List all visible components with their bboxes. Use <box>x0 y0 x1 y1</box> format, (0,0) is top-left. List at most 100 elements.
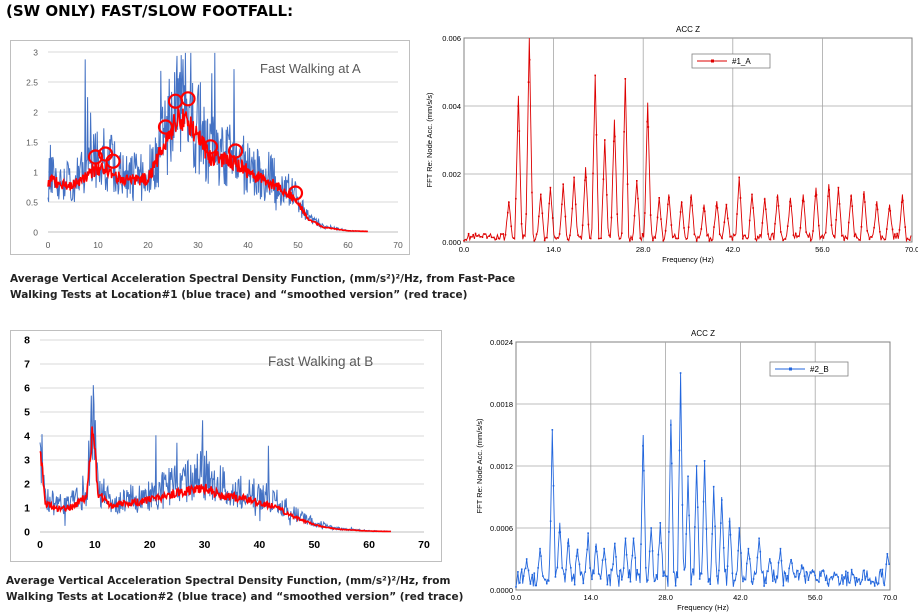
x-tick-label: 10 <box>93 240 103 250</box>
y-tick-label: 3 <box>33 48 38 58</box>
fft-data-point <box>797 235 799 237</box>
fft-data-point <box>777 205 780 207</box>
x-tick-label: 28.0 <box>636 245 651 254</box>
fft-data-point <box>694 526 696 528</box>
fft-data-point <box>561 567 563 569</box>
fft-data-point <box>683 227 685 229</box>
fft-data-point <box>612 140 615 143</box>
fft-data-point <box>718 233 721 236</box>
x-tick-label: 0 <box>37 539 43 551</box>
fft-data-point <box>799 227 802 229</box>
fft-data-point <box>622 567 625 569</box>
fft-data-point <box>714 525 716 528</box>
fft-data-point <box>790 205 792 207</box>
fft-data-point <box>567 542 569 544</box>
fft-data-point <box>649 214 652 216</box>
fft-data-point <box>668 196 670 199</box>
y-tick-label: 0.006 <box>442 34 461 43</box>
fft-data-point <box>662 575 664 577</box>
fft-data-point <box>614 135 616 138</box>
fft-data-point <box>543 239 546 242</box>
fft-data-point <box>873 585 876 587</box>
fft-data-point <box>853 576 856 579</box>
fft-data-point <box>640 543 642 546</box>
fft-data-point <box>830 224 833 226</box>
fft-data-point <box>670 224 673 226</box>
fft-data-point <box>740 552 742 554</box>
fft-data-point <box>721 499 723 501</box>
fft-data-point <box>629 580 632 583</box>
fft-data-point <box>812 571 814 573</box>
fft-data-point <box>554 236 556 239</box>
fft-data-point <box>610 216 613 219</box>
x-axis-label: Frequency (Hz) <box>677 603 729 612</box>
fft-data-point <box>693 233 696 236</box>
x-axis-label: Frequency (Hz) <box>662 255 714 264</box>
fft-data-point <box>662 239 665 242</box>
fft-data-point <box>678 449 681 452</box>
fft-data-point <box>490 236 493 239</box>
y-tick-label: 1 <box>33 168 38 178</box>
fft-data-point <box>886 553 889 555</box>
fft-data-point <box>562 183 564 185</box>
fft-data-point <box>668 531 670 533</box>
fft-data-point <box>800 564 803 567</box>
fft-data-point <box>615 556 617 558</box>
fft-data-point <box>754 573 757 575</box>
fft-data-point <box>841 235 843 237</box>
fft-data-point <box>581 224 584 227</box>
y-tick-label: 6 <box>24 383 30 395</box>
fft-data-point <box>643 469 645 472</box>
legend-label: #2_B <box>810 365 829 374</box>
fft-data-point <box>881 235 883 238</box>
fft-data-point <box>589 567 591 569</box>
x-tick-label: 60 <box>343 240 353 250</box>
fft-data-point <box>889 210 892 212</box>
fft-data-point <box>604 558 607 561</box>
fft-data-point <box>763 585 765 587</box>
fft-data-point <box>720 522 722 524</box>
fft-data-point <box>718 569 720 572</box>
fft-data-point <box>463 239 465 242</box>
fft-data-point <box>779 547 782 550</box>
fft-data-point <box>811 570 814 572</box>
fft-data-point <box>774 222 776 225</box>
fft-data-point <box>527 569 530 572</box>
fft-data-point <box>574 203 577 206</box>
fft-data-point <box>862 193 865 196</box>
fft-data-point <box>871 580 874 583</box>
fft-data-point <box>627 576 630 579</box>
fft-data-point <box>709 583 712 585</box>
fft-data-point <box>891 228 894 231</box>
fft-data-point <box>841 574 843 576</box>
fft-data-point <box>710 239 713 242</box>
fft-data-point <box>636 569 638 571</box>
fft-data-point <box>535 233 538 236</box>
fft-data-point <box>648 550 651 553</box>
fft-data-point <box>535 584 537 587</box>
fft-data-point <box>885 563 888 566</box>
peak-circle-marker <box>157 119 174 135</box>
fft-data-point <box>747 547 750 550</box>
fft-data-point <box>667 203 669 206</box>
x-tick-label: 14.0 <box>546 245 561 254</box>
fft-data-point <box>845 570 847 573</box>
fft-data-point <box>685 238 688 240</box>
fft-data-point <box>660 542 663 544</box>
fft-data-point <box>670 462 673 465</box>
fft-data-point <box>472 234 475 236</box>
fft-data-point <box>838 203 841 205</box>
fft-data-point <box>798 573 801 575</box>
fft-data-point <box>470 235 472 238</box>
legend-label: #1_A <box>732 57 751 66</box>
fft-data-point <box>761 571 763 574</box>
fft-data-point <box>751 193 753 196</box>
fft-data-point <box>861 578 864 581</box>
fft-data-point <box>515 197 517 200</box>
fft-data-point <box>726 565 729 568</box>
fft-data-point <box>520 223 523 225</box>
fft-data-point <box>551 429 554 431</box>
peak-circle-marker <box>87 149 104 165</box>
peak-circle-marker <box>227 143 244 159</box>
page-heading: (SW ONLY) FAST/SLOW FOOTFALL: <box>6 2 294 20</box>
